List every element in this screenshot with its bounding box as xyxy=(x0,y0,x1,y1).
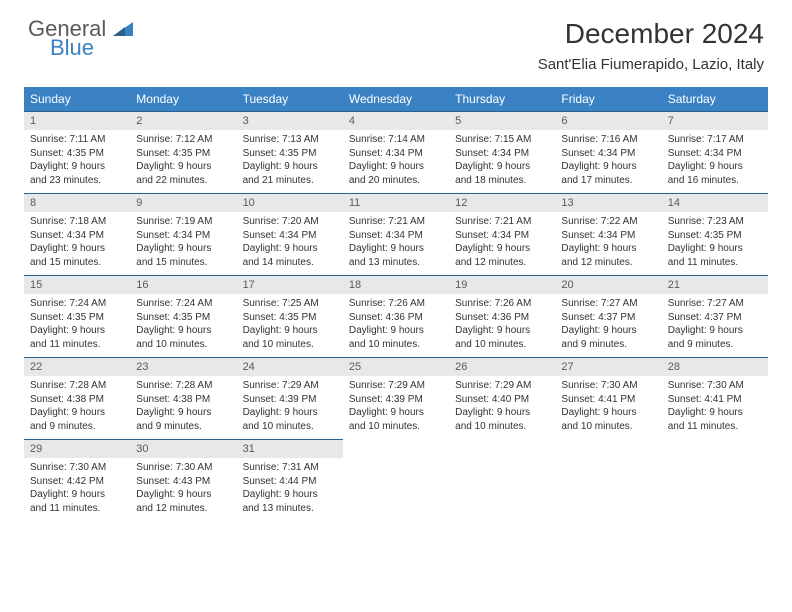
day-number: 25 xyxy=(343,357,449,376)
day-number: 31 xyxy=(237,439,343,458)
day-detail: Sunrise: 7:21 AMSunset: 4:34 PMDaylight:… xyxy=(449,212,555,275)
day-detail: Sunrise: 7:21 AMSunset: 4:34 PMDaylight:… xyxy=(343,212,449,275)
day-detail: Sunrise: 7:28 AMSunset: 4:38 PMDaylight:… xyxy=(130,376,236,439)
day-number: 10 xyxy=(237,193,343,212)
day-detail: Sunrise: 7:24 AMSunset: 4:35 PMDaylight:… xyxy=(24,294,130,357)
day-detail: Sunrise: 7:17 AMSunset: 4:34 PMDaylight:… xyxy=(662,130,768,193)
day-number: 3 xyxy=(237,111,343,130)
day-detail: Sunrise: 7:20 AMSunset: 4:34 PMDaylight:… xyxy=(237,212,343,275)
day-number: 20 xyxy=(555,275,661,294)
day-number xyxy=(343,439,449,458)
day-number-row: 22232425262728 xyxy=(24,357,768,376)
day-detail: Sunrise: 7:30 AMSunset: 4:41 PMDaylight:… xyxy=(662,376,768,439)
day-detail: Sunrise: 7:11 AMSunset: 4:35 PMDaylight:… xyxy=(24,130,130,193)
day-number: 23 xyxy=(130,357,236,376)
weekday-label: Sunday xyxy=(24,87,130,111)
day-number xyxy=(662,439,768,458)
logo-line2: Blue xyxy=(50,37,94,59)
day-number: 2 xyxy=(130,111,236,130)
day-detail-row: Sunrise: 7:24 AMSunset: 4:35 PMDaylight:… xyxy=(24,294,768,357)
day-detail: Sunrise: 7:26 AMSunset: 4:36 PMDaylight:… xyxy=(449,294,555,357)
weekday-label: Monday xyxy=(130,87,236,111)
day-detail-row: Sunrise: 7:18 AMSunset: 4:34 PMDaylight:… xyxy=(24,212,768,275)
day-number: 17 xyxy=(237,275,343,294)
day-number: 8 xyxy=(24,193,130,212)
day-number: 27 xyxy=(555,357,661,376)
weekday-label: Wednesday xyxy=(343,87,449,111)
day-number: 16 xyxy=(130,275,236,294)
day-number: 4 xyxy=(343,111,449,130)
day-detail-row: Sunrise: 7:11 AMSunset: 4:35 PMDaylight:… xyxy=(24,130,768,193)
day-detail: Sunrise: 7:12 AMSunset: 4:35 PMDaylight:… xyxy=(130,130,236,193)
day-detail: Sunrise: 7:18 AMSunset: 4:34 PMDaylight:… xyxy=(24,212,130,275)
day-detail xyxy=(555,458,661,521)
day-detail: Sunrise: 7:25 AMSunset: 4:35 PMDaylight:… xyxy=(237,294,343,357)
day-number: 19 xyxy=(449,275,555,294)
day-detail: Sunrise: 7:27 AMSunset: 4:37 PMDaylight:… xyxy=(662,294,768,357)
location: Sant'Elia Fiumerapido, Lazio, Italy xyxy=(538,56,764,73)
weekday-label: Friday xyxy=(555,87,661,111)
day-detail: Sunrise: 7:31 AMSunset: 4:44 PMDaylight:… xyxy=(237,458,343,521)
day-number: 14 xyxy=(662,193,768,212)
header: General Blue December 2024 Sant'Elia Fiu… xyxy=(0,0,792,79)
day-number: 13 xyxy=(555,193,661,212)
day-detail: Sunrise: 7:29 AMSunset: 4:40 PMDaylight:… xyxy=(449,376,555,439)
day-number: 11 xyxy=(343,193,449,212)
day-detail: Sunrise: 7:19 AMSunset: 4:34 PMDaylight:… xyxy=(130,212,236,275)
day-number xyxy=(449,439,555,458)
day-detail xyxy=(662,458,768,521)
day-detail: Sunrise: 7:22 AMSunset: 4:34 PMDaylight:… xyxy=(555,212,661,275)
day-number: 1 xyxy=(24,111,130,130)
weekday-label: Tuesday xyxy=(237,87,343,111)
day-detail: Sunrise: 7:16 AMSunset: 4:34 PMDaylight:… xyxy=(555,130,661,193)
day-detail-row: Sunrise: 7:30 AMSunset: 4:42 PMDaylight:… xyxy=(24,458,768,521)
day-number: 21 xyxy=(662,275,768,294)
day-detail: Sunrise: 7:29 AMSunset: 4:39 PMDaylight:… xyxy=(237,376,343,439)
day-detail: Sunrise: 7:28 AMSunset: 4:38 PMDaylight:… xyxy=(24,376,130,439)
day-number: 30 xyxy=(130,439,236,458)
day-number: 18 xyxy=(343,275,449,294)
day-detail: Sunrise: 7:30 AMSunset: 4:43 PMDaylight:… xyxy=(130,458,236,521)
weekday-label: Saturday xyxy=(662,87,768,111)
day-detail: Sunrise: 7:26 AMSunset: 4:36 PMDaylight:… xyxy=(343,294,449,357)
day-number: 7 xyxy=(662,111,768,130)
day-detail: Sunrise: 7:30 AMSunset: 4:42 PMDaylight:… xyxy=(24,458,130,521)
day-detail xyxy=(343,458,449,521)
day-detail-row: Sunrise: 7:28 AMSunset: 4:38 PMDaylight:… xyxy=(24,376,768,439)
day-number: 6 xyxy=(555,111,661,130)
day-detail: Sunrise: 7:23 AMSunset: 4:35 PMDaylight:… xyxy=(662,212,768,275)
weekday-label: Thursday xyxy=(449,87,555,111)
weekday-header: SundayMondayTuesdayWednesdayThursdayFrid… xyxy=(24,87,768,111)
calendar-weeks: 1234567Sunrise: 7:11 AMSunset: 4:35 PMDa… xyxy=(24,111,768,521)
day-number: 9 xyxy=(130,193,236,212)
day-number: 15 xyxy=(24,275,130,294)
day-number: 29 xyxy=(24,439,130,458)
day-number: 26 xyxy=(449,357,555,376)
day-number-row: 891011121314 xyxy=(24,193,768,212)
title-block: December 2024 Sant'Elia Fiumerapido, Laz… xyxy=(538,18,764,73)
day-detail: Sunrise: 7:30 AMSunset: 4:41 PMDaylight:… xyxy=(555,376,661,439)
day-number-row: 15161718192021 xyxy=(24,275,768,294)
day-number xyxy=(555,439,661,458)
day-detail xyxy=(449,458,555,521)
month-title: December 2024 xyxy=(538,18,764,50)
logo: General Blue xyxy=(28,18,133,59)
day-detail: Sunrise: 7:15 AMSunset: 4:34 PMDaylight:… xyxy=(449,130,555,193)
day-number: 24 xyxy=(237,357,343,376)
day-detail: Sunrise: 7:29 AMSunset: 4:39 PMDaylight:… xyxy=(343,376,449,439)
day-number-row: 1234567 xyxy=(24,111,768,130)
day-number: 28 xyxy=(662,357,768,376)
day-detail: Sunrise: 7:27 AMSunset: 4:37 PMDaylight:… xyxy=(555,294,661,357)
day-number: 22 xyxy=(24,357,130,376)
logo-triangle-icon xyxy=(113,22,133,41)
day-number: 5 xyxy=(449,111,555,130)
day-detail: Sunrise: 7:14 AMSunset: 4:34 PMDaylight:… xyxy=(343,130,449,193)
day-number-row: 293031 xyxy=(24,439,768,458)
calendar: SundayMondayTuesdayWednesdayThursdayFrid… xyxy=(24,87,768,521)
day-number: 12 xyxy=(449,193,555,212)
day-detail: Sunrise: 7:24 AMSunset: 4:35 PMDaylight:… xyxy=(130,294,236,357)
day-detail: Sunrise: 7:13 AMSunset: 4:35 PMDaylight:… xyxy=(237,130,343,193)
